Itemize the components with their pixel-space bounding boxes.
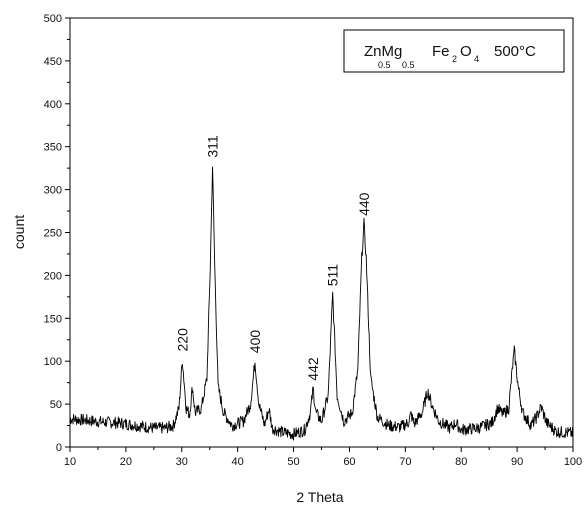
peak-label-440: 440 [356,192,372,216]
peak-label-511: 511 [325,264,341,287]
peak-label-442: 442 [305,357,321,381]
y-tick-label: 450 [44,56,62,68]
xrd-series-line [69,166,574,441]
x-tick-label: 30 [176,456,188,468]
y-axis-title: count [11,215,27,249]
y-tick-label: 200 [44,270,62,282]
x-tick-label: 10 [64,456,76,468]
y-tick-label: 100 [44,356,62,368]
legend-box [343,29,565,73]
legend-sub-4: 4 [474,54,479,64]
legend: ZnMg 0.5 0.5 Fe 2 O 4 500°C [343,29,565,73]
y-tick-label: 50 [50,399,62,411]
peak-labels: 220 311 400 442 511 440 [174,135,372,381]
legend-compound: ZnMg [364,43,402,60]
x-tick-label: 40 [232,456,244,468]
y-tick-label: 400 [44,99,62,111]
legend-temperature: 500°C [494,43,536,60]
legend-sub-1: 0.5 [378,60,391,70]
x-tick-label: 20 [120,456,132,468]
x-tick-label: 70 [399,456,411,468]
x-tick-label: 80 [455,456,467,468]
y-tick-label: 350 [44,142,62,154]
legend-sub-3: 2 [452,54,457,64]
legend-fe: Fe [432,43,450,60]
y-tick-label: 500 [44,13,62,25]
legend-o: O [460,43,472,60]
plot-area [69,166,574,441]
peak-label-220: 220 [174,328,190,352]
peak-label-400: 400 [247,330,263,354]
y-tick-label: 0 [56,442,62,454]
legend-sub-2: 0.5 [402,60,415,70]
x-tick-label: 90 [511,456,523,468]
y-tick-label: 150 [44,313,62,325]
y-tick-label: 300 [44,185,62,197]
y-tick-label: 250 [44,228,62,240]
x-tick-label: 50 [287,456,299,468]
x-tick-label: 60 [343,456,355,468]
x-tick-label: 100 [564,456,582,468]
peak-label-311: 311 [205,135,221,158]
x-axis-title: 2 Theta [296,489,343,505]
axes: 10 20 30 40 50 60 70 80 90 100 0 50 100 150 200 250 300 3… [44,13,583,468]
